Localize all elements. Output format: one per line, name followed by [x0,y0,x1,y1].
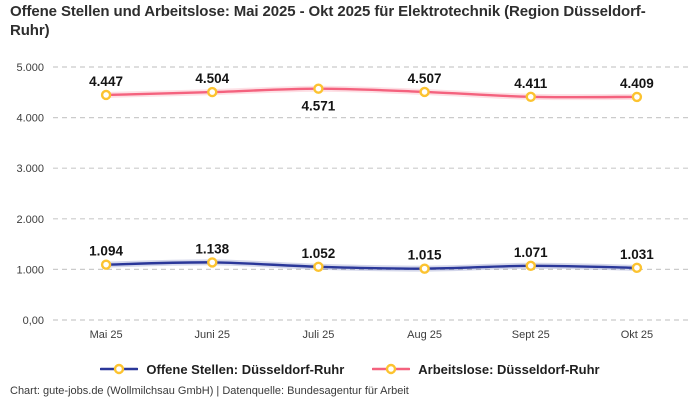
svg-text:1.015: 1.015 [408,248,442,263]
svg-text:Mai 25: Mai 25 [90,329,123,341]
svg-text:1.031: 1.031 [620,247,654,262]
legend-item-offene-stellen[interactable]: Offene Stellen: Düsseldorf-Ruhr [100,362,344,377]
svg-text:1.094: 1.094 [89,244,123,259]
plot-area: 5.000 4.000 3.000 2.000 1.000 0,00 Mai 25 Juni … [0,55,700,355]
svg-text:Juni 25: Juni 25 [195,329,230,341]
svg-text:5.000: 5.000 [16,62,44,74]
legend: Offene Stellen: Düsseldorf-Ruhr Arbeitsl… [0,360,700,378]
svg-text:Juli 25: Juli 25 [303,329,335,341]
svg-text:Okt 25: Okt 25 [621,329,653,341]
svg-text:Sept 25: Sept 25 [512,329,550,341]
svg-text:4.409: 4.409 [620,76,654,91]
svg-text:4.504: 4.504 [195,71,229,86]
svg-text:1.052: 1.052 [302,246,336,261]
legend-swatch-line-marker-icon [372,363,411,375]
legend-label-offene-stellen: Offene Stellen: Düsseldorf-Ruhr [146,361,345,377]
svg-text:4.000: 4.000 [16,113,44,125]
line-chart-svg: 5.000 4.000 3.000 2.000 1.000 0,00 Mai 25 Juni … [16,62,690,341]
svg-text:1.000: 1.000 [16,264,44,276]
legend-item-arbeitslose[interactable]: Arbeitslose: Düsseldorf-Ruhr [372,361,600,377]
attribution-footer: Chart: gute-jobs.de (Wollmilchsau GmbH) … [10,385,409,397]
svg-text:3.000: 3.000 [16,163,44,175]
svg-text:4.571: 4.571 [302,99,336,114]
svg-text:4.447: 4.447 [89,74,123,89]
svg-text:1.071: 1.071 [514,245,548,260]
svg-text:0,00: 0,00 [23,315,44,327]
chart-title: Offene Stellen und Arbeitslose: Mai 2025… [10,3,646,40]
legend-label-arbeitslose: Arbeitslose: Düsseldorf-Ruhr [418,361,600,377]
svg-text:Aug 25: Aug 25 [407,329,442,341]
legend-swatch-line-marker-icon [100,363,139,375]
svg-text:4.411: 4.411 [514,76,548,91]
svg-text:1.138: 1.138 [195,241,229,256]
svg-text:2.000: 2.000 [16,214,44,226]
svg-text:4.507: 4.507 [408,71,442,86]
